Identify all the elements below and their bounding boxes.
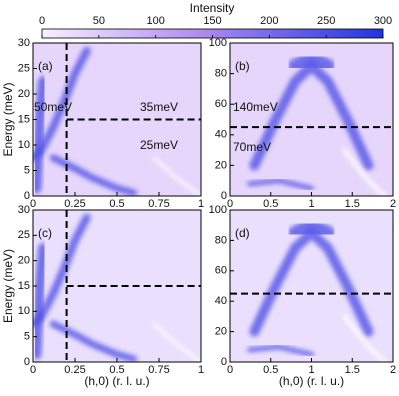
y-tick-label: 0 [221,356,227,368]
x-axis-label: (h,0) (r. l. u.) [279,374,344,388]
y-tick-label: 10 [18,139,30,151]
colorbar-title: Intensity [190,1,235,15]
colorbar-tick-label: 0 [39,15,45,27]
intensity-band [152,322,201,362]
y-tick-label: 20 [18,88,30,100]
x-tick-label: 0.75 [148,198,169,210]
y-tick-label: 20 [18,255,30,267]
x-tick-label: 0.5 [263,198,278,210]
x-tick-label: 0 [30,198,36,210]
y-tick-label: 20 [215,326,227,338]
y-tick-label: 15 [18,280,30,292]
y-tick-label: 60 [215,265,227,277]
intensity-band [288,218,335,240]
y-tick-label: 10 [18,305,30,317]
panel-label: (d) [235,226,250,240]
y-tick-label: 40 [215,295,227,307]
x-tick-label: 0 [227,364,233,376]
panel-label: (b) [235,59,250,73]
colorbar-tick-label: 100 [146,15,164,27]
x-tick-label: 2 [390,198,396,210]
intensity-band [33,243,49,360]
intensity-band [342,148,387,196]
intensity-band [342,314,387,362]
y-tick-label: 80 [215,234,227,246]
x-tick-label: 1.5 [345,364,360,376]
y-tick-label: 25 [18,62,30,74]
y-tick-label: 15 [18,113,30,125]
x-tick-label: 0 [30,364,36,376]
x-tick-label: 1 [308,198,314,210]
intensity-band [49,154,138,196]
y-tick-label: 40 [215,129,227,141]
panel-label: (c) [38,226,52,240]
y-tick-label: 20 [215,159,227,171]
colorbar-tick-label: 250 [317,15,335,27]
intensity-band [288,51,335,73]
x-tick-label: 1 [308,364,314,376]
x-tick-label: 2 [390,364,396,376]
y-tick-label: 80 [215,68,227,80]
x-tick-label: 0.5 [263,364,278,376]
y-axis-label: Energy (meV) [1,249,15,323]
heatmap [230,43,393,196]
colorbar-tick-label: 200 [260,15,278,27]
annotation: 50meV [34,100,72,114]
x-axis-label: (h,0) (r. l. u.) [84,374,149,388]
y-tick-label: 5 [24,164,30,176]
y-tick-label: 60 [215,98,227,110]
x-tick-label: 0.5 [109,364,124,376]
colorbar-tick-label: 300 [374,15,392,27]
x-tick-label: 0.75 [148,364,169,376]
y-tick-label: 25 [18,229,30,241]
y-tick-label: 30 [18,204,30,216]
annotation: 25meV [140,138,178,152]
x-tick-label: 0.25 [64,198,85,210]
x-tick-label: 1 [198,198,204,210]
x-tick-label: 0 [227,198,233,210]
annotation: 35meV [140,100,178,114]
intensity-band [247,344,314,357]
intensity-band [152,156,201,196]
intensity-band [49,320,138,362]
y-tick-label: 0 [221,190,227,202]
y-tick-label: 100 [209,204,227,216]
y-tick-label: 100 [209,37,227,49]
y-tick-label: 5 [24,331,30,343]
y-tick-label: 0 [24,190,30,202]
colorbar-tick-label: 150 [203,15,221,27]
x-tick-label: 0.25 [64,364,85,376]
intensity-band [247,178,314,191]
x-tick-label: 0.5 [109,198,124,210]
colorbar-tick-label: 50 [93,15,105,27]
intensity-band [33,76,49,194]
annotation: 70meV [233,140,271,154]
heatmap [230,210,393,362]
annotation: 140meV [233,100,278,114]
panel-label: (a) [38,59,53,73]
x-tick-label: 1.5 [345,198,360,210]
y-tick-label: 0 [24,356,30,368]
y-tick-label: 30 [18,37,30,49]
x-tick-label: 1 [198,364,204,376]
y-axis-label: Energy (meV) [1,82,15,156]
